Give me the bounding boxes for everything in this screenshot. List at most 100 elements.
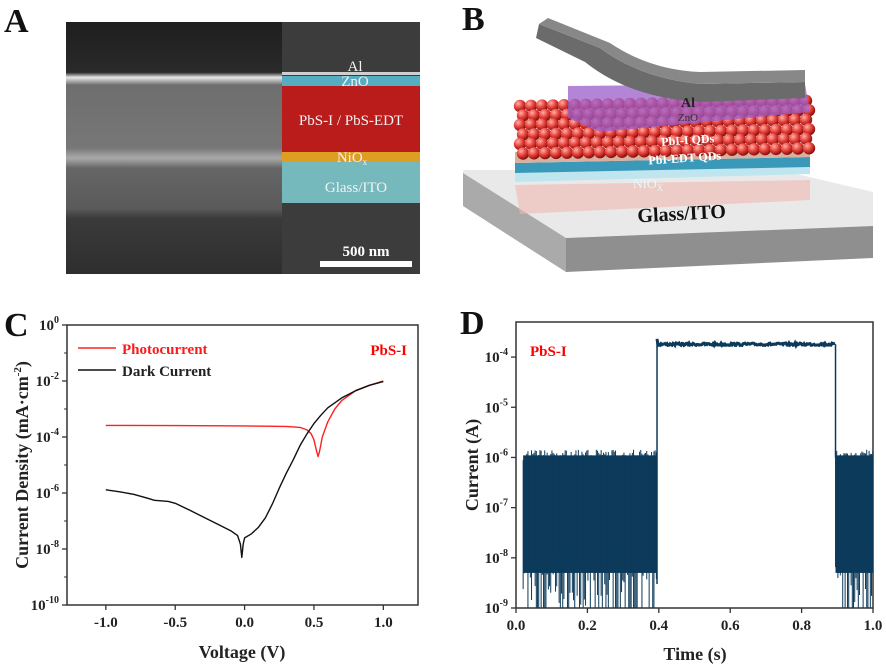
quantum-dot	[546, 137, 560, 150]
quantum-dot	[516, 147, 530, 160]
x-tick-label: 0.5	[305, 615, 324, 631]
quantum-dot	[700, 134, 714, 147]
label-nio: NiOX	[633, 177, 664, 193]
quantum-dot	[571, 146, 585, 159]
quantum-dot	[689, 134, 703, 147]
x-tick-label: 0.4	[649, 618, 668, 634]
y-tick-label: 10-6	[485, 447, 508, 466]
quantum-dot	[714, 143, 728, 157]
quantum-dot	[527, 147, 541, 160]
label-glass-ito: Glass/ITO	[637, 201, 727, 228]
quantum-dot	[513, 137, 527, 151]
al-electrode	[536, 24, 805, 102]
label-al: Al	[348, 59, 363, 75]
quantum-dot	[527, 109, 541, 122]
substrate-side	[463, 173, 566, 272]
quantum-dot	[593, 145, 607, 159]
y-tick-label: 10-5	[485, 397, 508, 416]
quantum-dot	[634, 135, 648, 148]
quantum-dot	[802, 123, 816, 136]
quantum-dot	[637, 145, 651, 158]
quantum-dot	[747, 143, 761, 156]
y-axis-label: Current (A)	[462, 419, 483, 511]
quantum-dot	[758, 142, 772, 156]
quantum-dot	[626, 126, 640, 139]
panel-label-c: C	[4, 307, 29, 344]
plot-frame	[66, 324, 419, 606]
quantum-dot	[777, 114, 791, 127]
quantum-dot	[703, 143, 717, 157]
quantum-dot	[659, 144, 673, 158]
layer-ito	[515, 166, 810, 182]
y-tick-label: 10-4	[485, 347, 508, 366]
layer-glass-ito	[282, 162, 420, 203]
photocurrent-plateau	[655, 338, 836, 350]
x-tick-label: 0.0	[235, 615, 254, 631]
quantum-dot	[788, 132, 802, 146]
x-tick-label: 1.0	[374, 615, 393, 631]
quantum-dot	[535, 118, 549, 131]
quantum-dot	[557, 118, 571, 131]
y-tick-label: 10-2	[36, 371, 59, 390]
annotation: PbS-I	[530, 344, 567, 360]
panel-c-chart: C -1.0 -0.5 0.0 0.5 1.0 100 10-2 10-4 10-6 10-8 10…	[4, 307, 419, 663]
quantum-dot	[535, 137, 549, 150]
quantum-dot	[659, 125, 673, 139]
quantum-dot	[791, 123, 805, 136]
annotation: PbS-I	[370, 343, 407, 359]
label-glass-ito: Glass/ITO	[325, 180, 387, 196]
quantum-dot	[681, 144, 695, 157]
layer-al	[282, 72, 420, 75]
quantum-dot	[670, 144, 684, 157]
quantum-dot	[744, 133, 758, 146]
quantum-dot	[799, 113, 813, 127]
x-axis-label: Time (s)	[663, 644, 726, 665]
quantum-dot	[549, 146, 563, 160]
quantum-dot	[535, 99, 549, 112]
legend-label: Photocurrent	[122, 342, 208, 358]
x-tick-label: 1.0	[864, 618, 883, 634]
panel-b: B Al ZnO PbI-I QDs PbI-EDT QDs NiOX Glas…	[462, 1, 873, 272]
y-axis-label: Current Density (mA·cm-2)	[12, 361, 33, 569]
quantum-dot	[604, 145, 618, 159]
quantum-dot	[692, 125, 706, 138]
quantum-dot	[736, 143, 750, 156]
quantum-dot	[755, 114, 769, 127]
quantum-dot	[571, 127, 585, 140]
quantum-dot	[538, 146, 552, 160]
quantum-dot	[788, 113, 802, 127]
quantum-dot	[769, 142, 783, 156]
layer-nio	[515, 157, 810, 173]
x-tick-label: 0.6	[721, 618, 740, 634]
quantum-dot	[656, 135, 670, 148]
x-tick-label: 0.8	[792, 618, 811, 634]
layer-pbs	[282, 86, 420, 152]
quantum-dot	[725, 124, 739, 137]
y-tick-label: 10-8	[485, 548, 508, 567]
y-tick-label: 10-7	[485, 498, 508, 517]
quantum-dot	[612, 136, 626, 149]
quantum-dot	[725, 143, 739, 156]
label-pbi-edt-qds: PbI-EDT QDs	[648, 148, 722, 167]
series-line-dark-current	[105, 380, 384, 559]
quantum-dot	[549, 108, 563, 122]
label-zno: ZnO	[341, 74, 369, 90]
quantum-dot	[777, 133, 791, 146]
quantum-dot	[645, 135, 659, 148]
y-tick-label: 10-6	[36, 483, 59, 502]
quantum-dot	[516, 109, 530, 122]
panel-label-d: D	[460, 305, 485, 342]
panel-label-b: B	[462, 1, 485, 38]
quantum-dot	[557, 137, 571, 150]
quantum-dot	[513, 118, 527, 132]
quantum-dot	[546, 118, 560, 131]
quantum-dot	[524, 99, 538, 113]
quantum-dot	[582, 127, 596, 140]
quantum-dot	[780, 142, 794, 155]
quantum-dot	[755, 133, 769, 146]
y-tick-label: 10-4	[36, 427, 59, 446]
series-line-photocurrent	[105, 380, 384, 458]
layer-zno	[282, 76, 420, 86]
label-pbi-i-qds: PbI-I QDs	[661, 131, 715, 149]
quantum-dot	[601, 136, 615, 149]
